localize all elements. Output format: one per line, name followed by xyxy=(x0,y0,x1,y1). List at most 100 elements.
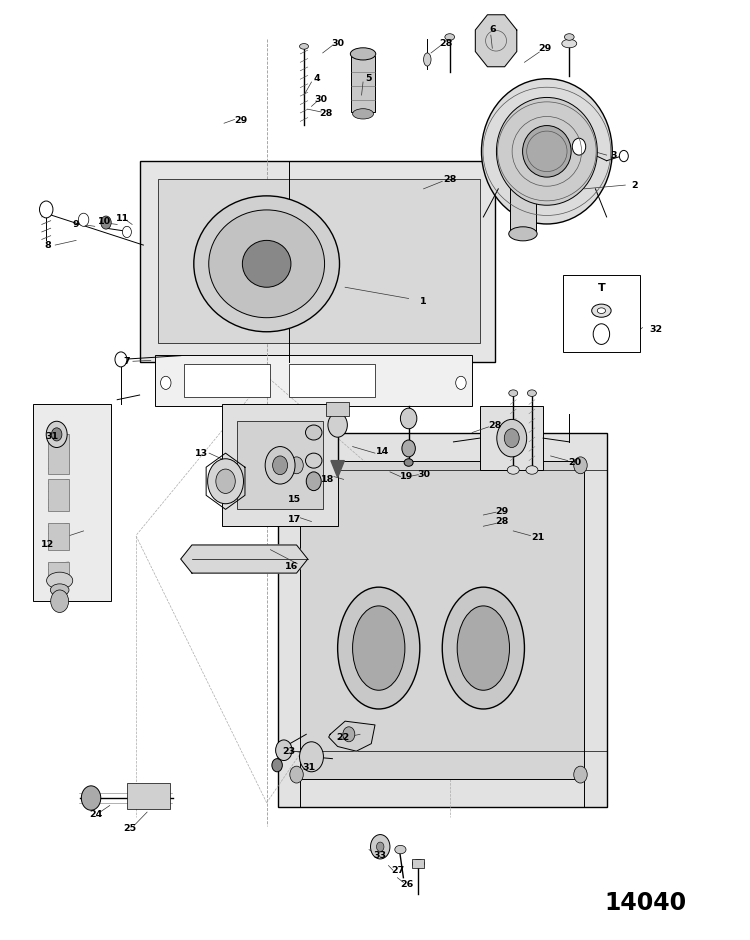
Circle shape xyxy=(402,440,416,457)
Ellipse shape xyxy=(404,459,413,466)
Bar xyxy=(140,161,494,362)
Ellipse shape xyxy=(352,606,405,690)
Ellipse shape xyxy=(350,48,376,60)
Text: 7: 7 xyxy=(124,357,130,366)
Circle shape xyxy=(52,428,62,441)
Bar xyxy=(49,524,69,550)
Text: 29: 29 xyxy=(538,44,552,53)
Ellipse shape xyxy=(458,606,509,690)
Circle shape xyxy=(208,459,244,504)
Bar xyxy=(184,364,271,397)
Circle shape xyxy=(376,842,384,852)
Ellipse shape xyxy=(442,588,524,709)
Ellipse shape xyxy=(526,466,538,474)
Ellipse shape xyxy=(523,126,572,177)
Ellipse shape xyxy=(509,390,518,397)
Text: 22: 22 xyxy=(336,732,350,742)
Bar xyxy=(222,404,338,526)
Ellipse shape xyxy=(507,466,519,474)
Bar xyxy=(351,55,375,112)
Ellipse shape xyxy=(242,241,291,288)
Circle shape xyxy=(272,759,282,772)
Ellipse shape xyxy=(496,98,597,205)
Text: 5: 5 xyxy=(365,73,371,83)
Text: 23: 23 xyxy=(283,746,296,756)
Circle shape xyxy=(78,213,88,227)
Text: 24: 24 xyxy=(89,810,102,820)
Bar xyxy=(479,406,543,470)
Bar xyxy=(158,180,479,343)
Circle shape xyxy=(266,446,295,484)
Ellipse shape xyxy=(46,572,73,589)
Circle shape xyxy=(81,786,100,810)
Ellipse shape xyxy=(394,845,406,854)
Text: 20: 20 xyxy=(568,458,582,467)
Text: 31: 31 xyxy=(303,762,316,772)
Bar xyxy=(127,783,170,809)
Circle shape xyxy=(122,227,131,238)
Circle shape xyxy=(572,138,586,155)
Text: 30: 30 xyxy=(314,95,327,104)
Ellipse shape xyxy=(445,34,454,40)
Text: 27: 27 xyxy=(391,866,404,875)
Text: 13: 13 xyxy=(195,448,208,458)
Ellipse shape xyxy=(194,196,340,332)
Bar xyxy=(278,432,607,807)
Ellipse shape xyxy=(338,588,420,709)
Bar xyxy=(33,404,111,602)
Polygon shape xyxy=(476,15,517,67)
Polygon shape xyxy=(331,461,344,478)
Ellipse shape xyxy=(424,53,431,66)
Ellipse shape xyxy=(209,210,325,318)
Polygon shape xyxy=(181,545,308,573)
Circle shape xyxy=(216,469,236,494)
Text: 28: 28 xyxy=(443,175,457,184)
Text: 31: 31 xyxy=(45,431,58,441)
Text: 28: 28 xyxy=(320,109,333,118)
Text: 14: 14 xyxy=(376,446,389,456)
Text: 16: 16 xyxy=(285,562,298,571)
Text: 29: 29 xyxy=(234,116,247,125)
Ellipse shape xyxy=(527,390,536,397)
Ellipse shape xyxy=(565,34,574,40)
Bar xyxy=(49,434,69,474)
Text: 4: 4 xyxy=(314,73,320,83)
Text: 1: 1 xyxy=(420,297,427,306)
Circle shape xyxy=(456,376,466,389)
Text: 9: 9 xyxy=(73,220,80,229)
Circle shape xyxy=(160,376,171,389)
Text: 28: 28 xyxy=(495,517,508,526)
Circle shape xyxy=(574,766,587,783)
Text: 6: 6 xyxy=(490,25,496,34)
Circle shape xyxy=(343,727,355,742)
Polygon shape xyxy=(328,721,375,751)
Text: 18: 18 xyxy=(320,475,334,484)
Circle shape xyxy=(574,457,587,474)
Text: 30: 30 xyxy=(332,39,344,48)
Circle shape xyxy=(299,742,323,772)
Circle shape xyxy=(370,835,390,859)
Circle shape xyxy=(593,323,610,344)
Circle shape xyxy=(115,352,127,367)
Bar xyxy=(563,275,640,352)
Text: 30: 30 xyxy=(417,470,430,479)
Ellipse shape xyxy=(509,227,537,241)
Bar xyxy=(49,479,69,511)
Text: 14040: 14040 xyxy=(604,891,686,915)
Text: 12: 12 xyxy=(41,540,54,550)
Bar xyxy=(413,859,424,869)
Ellipse shape xyxy=(352,109,374,119)
Text: 2: 2 xyxy=(632,180,638,190)
Bar xyxy=(289,364,375,397)
Circle shape xyxy=(306,472,321,491)
Text: 17: 17 xyxy=(288,515,301,525)
Circle shape xyxy=(100,216,111,229)
Text: 28: 28 xyxy=(488,420,501,430)
Text: 29: 29 xyxy=(496,507,508,516)
Circle shape xyxy=(40,201,53,218)
Circle shape xyxy=(290,457,303,474)
Circle shape xyxy=(400,408,417,429)
Circle shape xyxy=(51,590,69,613)
Text: 3: 3 xyxy=(610,150,617,160)
Circle shape xyxy=(275,740,292,760)
